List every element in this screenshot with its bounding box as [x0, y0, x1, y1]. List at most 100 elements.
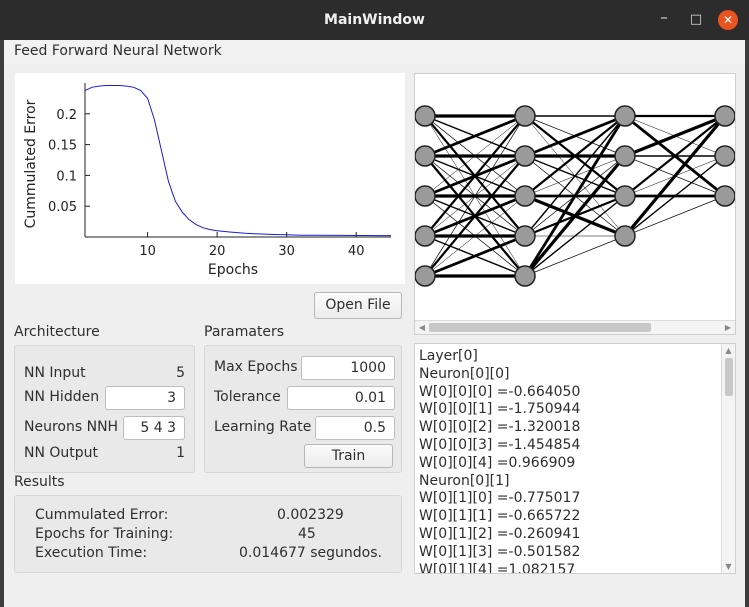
execution-time-value: 0.014677 segundos.: [239, 545, 382, 561]
cummulated-error-value: 0.002329: [277, 507, 344, 523]
network-edge: [524, 235, 626, 277]
scroll-left-arrow-icon[interactable]: ◀: [418, 323, 426, 332]
network-edge: [524, 195, 626, 277]
weights-scroll-thumb[interactable]: [725, 358, 733, 396]
network-edge: [424, 195, 526, 277]
architecture-title: Architecture: [14, 324, 100, 340]
network-neuron-node: [414, 145, 436, 167]
network-edge: [624, 115, 726, 197]
network-neuron-node: [514, 105, 536, 127]
weights-line: W[0][0][1] =-1.750944: [419, 401, 581, 418]
maximize-button[interactable]: □: [689, 12, 703, 27]
y-tick-label: 0.2: [56, 108, 77, 123]
network-edge: [524, 114, 626, 158]
network-neuron-node: [714, 145, 736, 167]
network-neuron-node: [714, 185, 736, 207]
results-title: Results: [14, 474, 65, 490]
network-edge: [524, 115, 626, 197]
weights-line: Neuron[0][0]: [419, 365, 510, 382]
nn-input-label: NN Input: [24, 365, 86, 381]
nn-hidden-field[interactable]: 3: [105, 386, 185, 410]
weights-lines: Layer[0] Neuron[0][0] W[0][0][0] =-0.66405…: [419, 348, 719, 573]
weights-text-view[interactable]: Layer[0] Neuron[0][0] W[0][0][0] =-0.66405…: [414, 343, 736, 574]
network-neuron-node: [614, 145, 636, 167]
neurons-nnh-field[interactable]: 5 4 3: [123, 416, 185, 440]
cummulated-error-label: Cummulated Error:: [35, 507, 169, 523]
error-plot: 10 20 30 40 0.05 0.1 0.15 0.2 Epochs Cummulated E…: [15, 73, 405, 284]
minimize-button[interactable]: –: [660, 8, 668, 26]
network-neuron-node: [514, 225, 536, 247]
y-tick-label: 0.05: [48, 200, 77, 215]
network-edge: [523, 154, 627, 278]
network-neuron-node: [414, 265, 436, 287]
neurons-nnh-label: Neurons NNH: [24, 419, 119, 435]
max-epochs-field[interactable]: 1000: [301, 356, 395, 380]
tolerance-field[interactable]: 0.01: [287, 386, 395, 410]
network-neuron-node: [414, 225, 436, 247]
execution-time-label: Execution Time:: [35, 545, 148, 561]
menu-feed-forward-neural-network[interactable]: Feed Forward Neural Network: [14, 43, 222, 59]
x-tick-label: 20: [209, 244, 226, 259]
network-edge: [424, 115, 526, 277]
network-edge: [424, 115, 526, 197]
network-neuron-node: [514, 185, 536, 207]
weights-line: W[0][1][3] =-0.501582: [419, 543, 581, 560]
scroll-right-arrow-icon[interactable]: ▶: [724, 323, 732, 332]
learning-rate-field[interactable]: 0.5: [315, 416, 395, 440]
network-edge: [424, 115, 526, 237]
network-edge: [424, 114, 526, 158]
network-edge: [624, 195, 726, 237]
network-neuron-node: [514, 265, 536, 287]
network-edge: [523, 115, 627, 277]
network-edge: [624, 155, 726, 237]
network-scroll-thumb[interactable]: [429, 323, 651, 332]
architecture-group: NN Input 5 NN Hidden 3 Neurons NNH 5 4 3…: [14, 345, 195, 473]
tolerance-label: Tolerance: [214, 389, 281, 405]
x-tick-label: 30: [278, 244, 295, 259]
open-file-button[interactable]: Open File: [314, 292, 402, 319]
weights-line: W[0][0][2] =-1.320018: [419, 419, 581, 436]
network-edge: [623, 114, 727, 238]
weights-line: Layer[0]: [419, 348, 478, 364]
results-group: Cummulated Error: 0.002329 Epochs for Tr…: [14, 495, 402, 573]
menu-bar: Feed Forward Neural Network: [4, 40, 745, 64]
max-epochs-label: Max Epochs: [214, 359, 298, 375]
network-horizontal-scrollbar[interactable]: ◀ ▶: [415, 320, 735, 334]
epochs-for-training-value: 45: [298, 526, 316, 542]
network-edge: [424, 155, 526, 277]
parameters-group: Max Epochs 1000 Tolerance 0.01 Learning …: [204, 345, 402, 473]
network-neuron-node: [514, 145, 536, 167]
network-neuron-node: [614, 105, 636, 127]
weights-line: W[0][1][0] =-0.775017: [419, 490, 581, 507]
weights-line: W[0][1][2] =-0.260941: [419, 525, 581, 542]
learning-rate-label: Learning Rate: [214, 419, 312, 435]
network-neuron-node: [414, 185, 436, 207]
network-edge: [424, 234, 526, 278]
train-button[interactable]: Train: [304, 444, 393, 468]
y-axis-label: Cummulated Error: [23, 99, 39, 228]
scroll-down-arrow-icon[interactable]: ▼: [725, 562, 732, 571]
x-tick-label: 40: [348, 244, 365, 259]
error-series-line: [84, 85, 392, 237]
weights-line: W[0][0][3] =-1.454854: [419, 436, 581, 453]
network-svg: [414, 105, 736, 287]
scroll-up-arrow-icon[interactable]: ▲: [725, 346, 732, 355]
weights-line: W[0][0][4] =0.966909: [419, 454, 576, 471]
network-diagram: ◀ ▶: [414, 73, 736, 335]
window-title: MainWindow: [324, 12, 425, 28]
title-bar: MainWindow – □ ✕: [0, 0, 749, 40]
y-tick-label: 0.15: [48, 139, 77, 154]
network-neuron-node: [614, 185, 636, 207]
network-neuron-node: [714, 105, 736, 127]
network-edge: [524, 115, 626, 237]
close-button[interactable]: ✕: [718, 10, 738, 30]
weights-line: W[0][0][0] =-0.664050: [419, 383, 581, 400]
nn-output-label: NN Output: [24, 445, 99, 461]
epochs-for-training-label: Epochs for Training:: [35, 526, 174, 542]
network-neuron-node: [414, 105, 436, 127]
weights-line: Neuron[0][1]: [419, 472, 510, 489]
error-plot-svg: 10 20 30 40 0.05 0.1 0.15 0.2 Epochs Cummulated E…: [23, 83, 392, 278]
nn-output-value: 1: [176, 445, 185, 461]
weights-vertical-scrollbar[interactable]: ▲ ▼: [721, 344, 735, 573]
nn-hidden-label: NN Hidden: [24, 389, 100, 405]
